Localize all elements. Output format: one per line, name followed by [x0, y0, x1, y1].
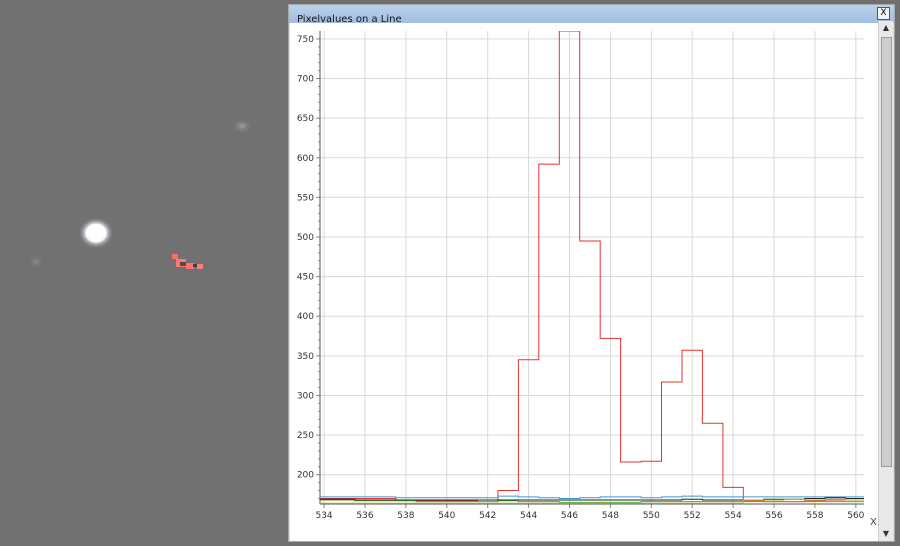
y-tick-label: 200: [297, 471, 314, 481]
faint-star: [231, 118, 253, 134]
x-tick-label: 542: [479, 511, 496, 521]
image-canvas[interactable]: [0, 0, 288, 546]
series-line-2: [320, 499, 864, 503]
x-tick-label: 554: [725, 511, 742, 521]
series-group: [320, 31, 864, 504]
x-tick-label: 540: [438, 511, 455, 521]
x-tick-label: 544: [520, 511, 537, 521]
plot-area: 534 536 538 540 542 544 546 548 550 552 554 556 558 5…: [290, 23, 879, 541]
pixel-values-window[interactable]: Pixelvalues on a Line X 534 536 538 540 542 5…: [288, 4, 895, 542]
y-tick-label: 650: [297, 114, 314, 124]
y-tick-label: 500: [297, 233, 314, 243]
x-tick-label: 560: [847, 511, 864, 521]
x-tick-label: 552: [684, 511, 701, 521]
vertical-scrollbar[interactable]: ▲ ▼: [878, 21, 893, 541]
chart-svg: 534 536 538 540 542 544 546 548 550 552 554 556 558 5…: [297, 31, 865, 521]
scroll-thumb[interactable]: [881, 37, 892, 467]
y-tick-label: 550: [297, 193, 314, 203]
series-line-4: [320, 498, 864, 504]
series-line-1: [320, 495, 864, 499]
close-button[interactable]: X: [877, 7, 890, 20]
title-bar[interactable]: Pixelvalues on a Line: [289, 5, 894, 23]
x-tick-label: 538: [397, 511, 414, 521]
y-tick-label: 450: [297, 273, 314, 283]
window-title: Pixelvalues on a Line: [297, 14, 402, 23]
y-tick-label: 250: [297, 431, 314, 441]
x-tick-label: 548: [602, 511, 619, 521]
x-axis-label: X: [870, 517, 877, 528]
image-content: [28, 118, 253, 269]
y-tick-label: 400: [297, 312, 314, 322]
x-tick-label: 546: [561, 511, 578, 521]
scroll-up-button[interactable]: ▲: [882, 23, 890, 32]
x-tick-label: 550: [643, 511, 660, 521]
y-tick-label: 600: [297, 154, 314, 164]
x-tick-label: 558: [806, 511, 823, 521]
line-chart: 534 536 538 540 542 544 546 548 550 552 554 556 558 5…: [290, 23, 879, 545]
y-tick-label: 700: [297, 75, 314, 85]
series-line-0: [320, 31, 864, 503]
y-tick-label: 350: [297, 352, 314, 362]
x-tick-label: 556: [765, 511, 782, 521]
bright-star-core: [86, 224, 106, 242]
y-tick-label: 300: [297, 391, 314, 401]
x-tick-label: 536: [356, 511, 373, 521]
selected-pixels-marker: [172, 254, 203, 269]
scroll-down-button[interactable]: ▼: [882, 529, 890, 538]
y-tick-label: 750: [297, 35, 314, 45]
faint-star: [28, 255, 44, 269]
x-tick-label: 534: [315, 511, 332, 521]
